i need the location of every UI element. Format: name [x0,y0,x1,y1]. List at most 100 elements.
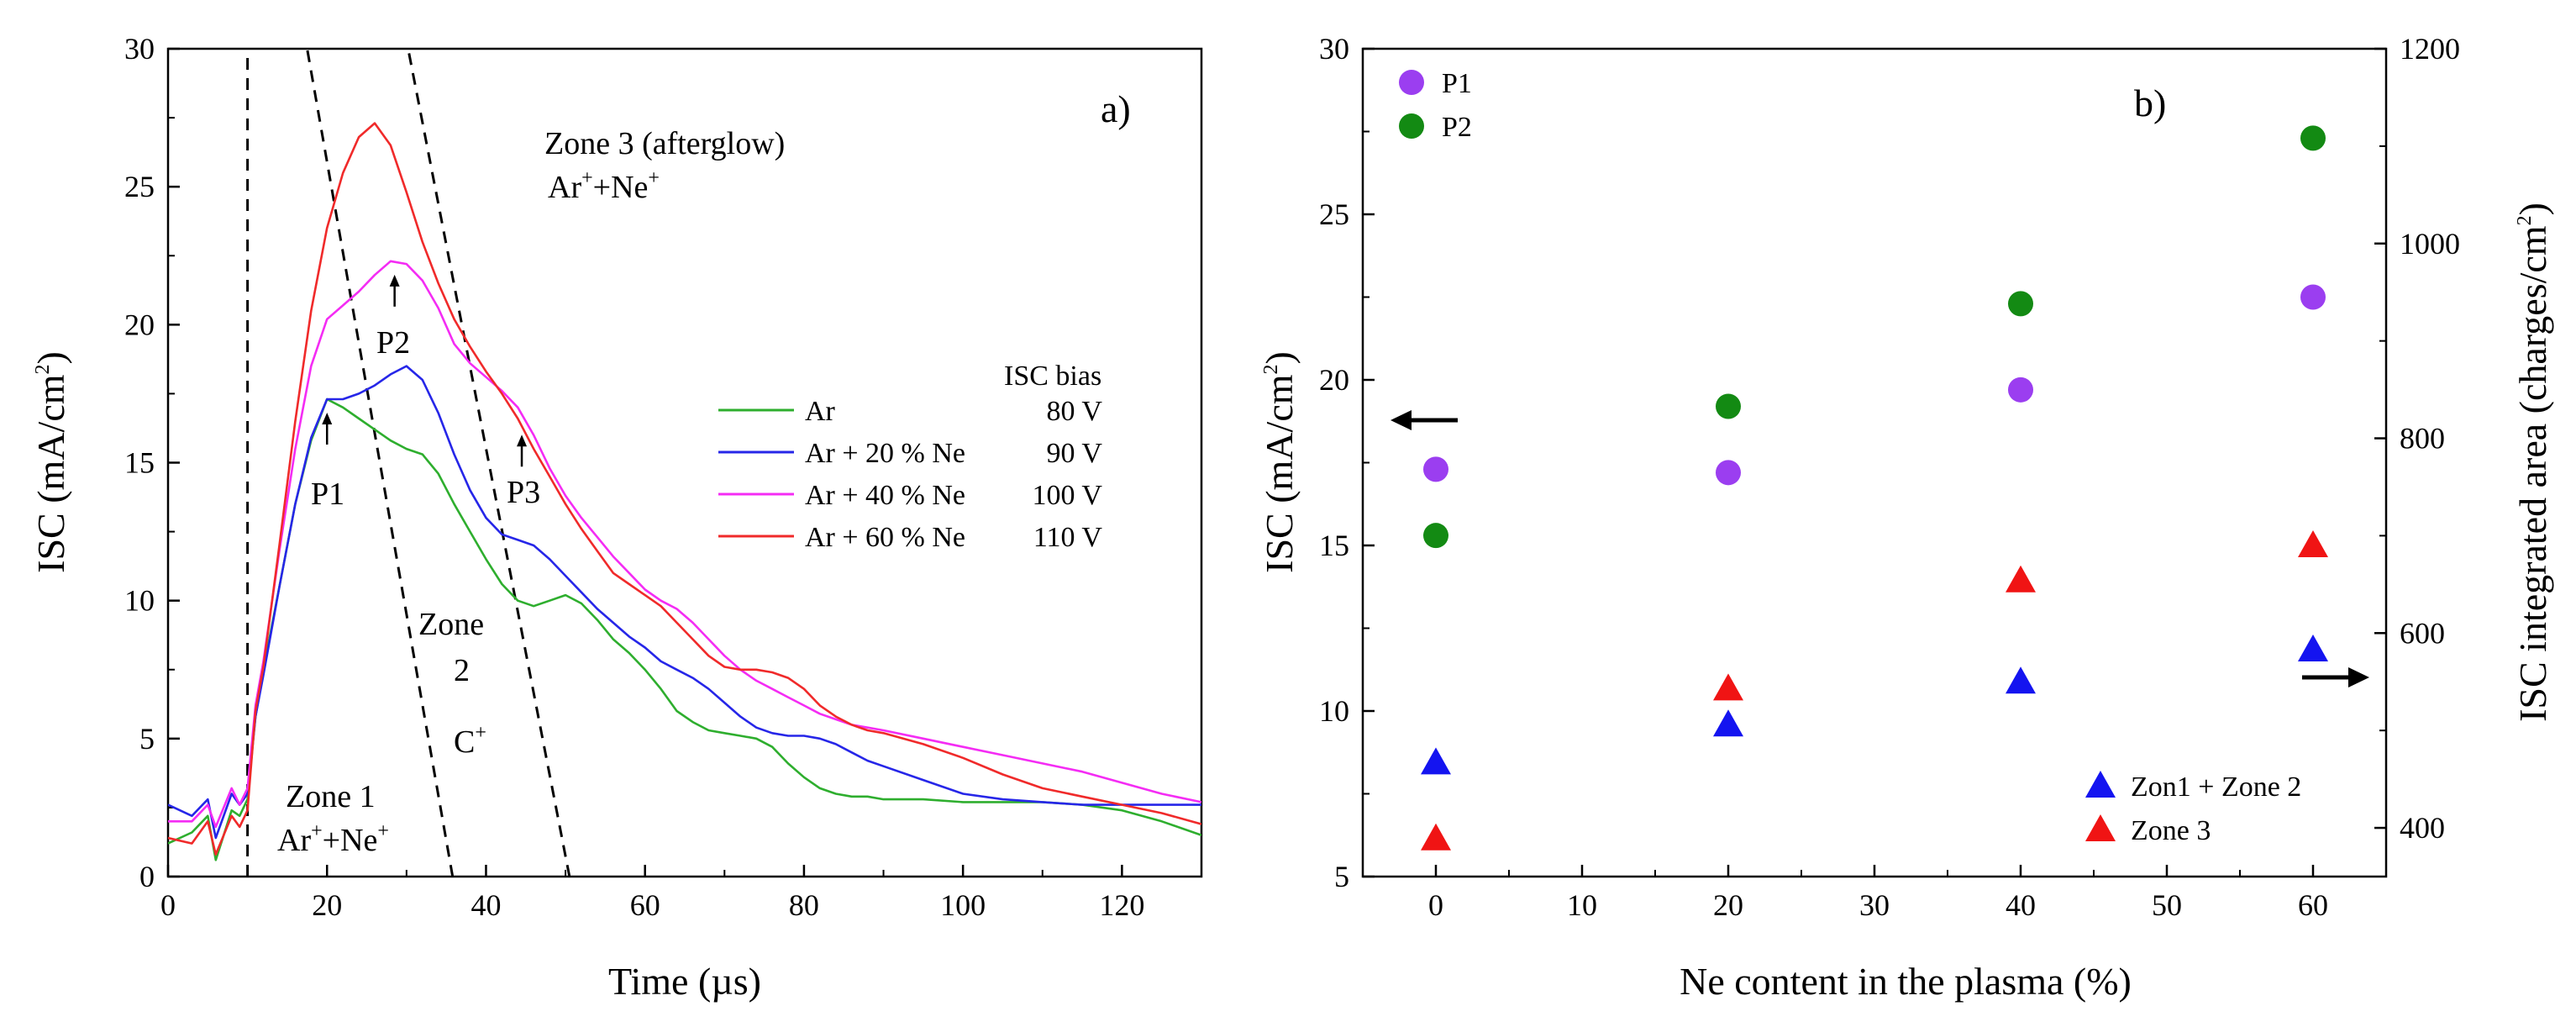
legend-bias-a-4: 110 V [1033,522,1103,553]
legend-marker-b-1 [1399,70,1424,95]
zone3-ne: +Ne [593,170,649,205]
p2-label: P2 [376,325,410,361]
legend-label-b-2: P2 [1442,112,1472,143]
y-left-tick-label-b-1: 10 [1319,694,1349,728]
panel-b-y-right-end: ) [2511,203,2554,215]
p3-label: P3 [507,475,540,510]
legend-marker-b-3 [2085,771,2116,798]
panel-a-y-title-end: ) [29,351,72,364]
panel-b-y-left-sup: 2 [1260,364,1282,374]
panel-b-y-left-end: ) [1258,351,1301,364]
point-b-s4-3 [2298,530,2328,557]
legend-bias-a-2: 90 V [1047,438,1103,469]
point-b-s4-0 [1421,823,1451,851]
panel-a-label: a) [1101,87,1131,130]
zone2-number: 2 [454,653,470,688]
panel-b-y-left-main: ISC (mA/cm [1258,374,1301,573]
peak-arrow-head-1 [322,412,333,424]
y-tick-label-a-3: 15 [124,446,155,480]
x-tick-label-a-5: 100 [940,888,986,922]
panel-a-ticks: 0 20 40 60 80 100 120 0 5 10 15 20 25 30 [124,32,1144,922]
zone1-plus2: + [377,820,389,842]
point-b-s2-0 [1423,523,1448,549]
panel-b-ticks: 0 10 20 30 40 50 60 5 10 15 20 25 30 400 600 800 1000 120… [1319,32,2460,922]
panel-b-legend: P1 P2 Zon1 + Zone 2 Zone 3 [1399,68,2301,846]
panel-b-label: b) [2134,82,2166,124]
y-tick-label-a-6: 30 [124,32,155,66]
peak-arrow-head-2 [389,274,400,287]
y-right-tick-label-b-4: 1200 [2400,32,2460,66]
y-tick-label-a-1: 5 [139,722,155,756]
zone-boundaries [246,49,571,877]
y-right-tick-label-b-3: 1000 [2400,227,2460,261]
zone1-plus1: + [311,820,323,842]
point-b-s2-3 [2300,125,2326,151]
legend-label-a-4: Ar + 60 % Ne [805,522,965,553]
zone2-ion: C+ [454,722,486,760]
peak-arrows [322,274,528,467]
x-tick-label-b-3: 30 [1859,888,1890,922]
point-b-s1-2 [2008,377,2033,403]
p1-label: P1 [311,477,344,512]
x-tick-label-a-3: 60 [630,888,660,922]
point-b-s4-2 [2006,565,2036,592]
panel-a-y-title-sup: 2 [32,364,54,374]
point-b-s1-1 [1716,460,1741,486]
point-b-s3-1 [1713,709,1743,737]
y-tick-label-a-5: 25 [124,170,155,203]
peak-arrow-head-3 [517,434,528,447]
legend-bias-a-1: 80 V [1047,396,1103,427]
legend-label-b-1: P1 [1442,68,1472,99]
panel-a-x-axis-title: Time (µs) [608,960,761,1003]
point-b-s2-1 [1716,393,1741,419]
zone3-ions: Ar++Ne+ [548,167,660,205]
y-left-tick-label-b-3: 20 [1319,363,1349,397]
x-tick-label-a-4: 80 [789,888,819,922]
point-b-s1-0 [1423,456,1448,482]
x-tick-label-a-2: 40 [471,888,501,922]
series-line-a-4 [168,122,1201,856]
y-left-tick-label-b-2: 15 [1319,529,1349,562]
y-right-tick-label-b-1: 600 [2400,616,2445,650]
zone3-plus1: + [581,167,593,189]
x-tick-label-a-6: 120 [1099,888,1144,922]
point-b-s3-0 [1421,747,1451,775]
panel-a-y-title-main: ISC (mA/cm [29,374,72,573]
x-tick-label-b-0: 0 [1428,888,1443,922]
zone3-label: Zone 3 (afterglow) [544,126,785,161]
legend-marker-b-2 [1399,113,1424,139]
panel-b-y-right-main: ISC integrated area (charges/cm [2511,225,2554,722]
y-right-tick-label-b-2: 800 [2400,422,2445,456]
left-axis-arrow [1391,410,1458,430]
point-b-s2-2 [2008,291,2033,317]
y-left-tick-label-b-4: 25 [1319,198,1349,231]
y-tick-label-a-4: 20 [124,308,155,341]
point-b-s3-2 [2006,666,2036,694]
zone-boundary-3 [407,49,571,877]
y-tick-label-a-2: 10 [124,584,155,618]
zone1-label: Zone 1 [286,779,376,814]
x-tick-label-a-0: 0 [160,888,176,922]
panel-b-y-axis-title-left: ISC (mA/cm2) [1258,351,1301,573]
panel-b-plot-frame [1361,47,2388,878]
zone1-ar: Ar [277,823,311,858]
series-line-a-3 [168,260,1201,829]
legend-bias-a-3: 100 V [1033,480,1103,511]
panel-a-chart: 0 20 40 60 80 100 120 0 5 10 15 20 25 30 a) Zone 3 (a… [29,32,1203,1003]
zone1-ne: +Ne [323,823,378,858]
series-line-a-2 [168,365,1201,840]
zone1-ions: Ar++Ne+ [277,820,389,858]
zone3-ar: Ar [548,170,581,205]
panel-b-x-axis-title: Ne content in the plasma (%) [1680,960,2132,1003]
legend-title: ISC bias [1004,361,1101,392]
legend-label-a-2: Ar + 20 % Ne [805,438,965,469]
point-b-s3-3 [2298,634,2328,661]
x-tick-label-a-1: 20 [312,888,342,922]
panel-b-points [1421,125,2328,851]
zone2-plus: + [475,722,486,744]
y-left-tick-label-b-0: 5 [1334,860,1349,893]
legend-marker-b-4 [2085,814,2116,841]
panel-a-y-axis-title: ISC (mA/cm2) [29,351,72,573]
legend-label-b-4: Zone 3 [2131,815,2211,846]
point-b-s4-1 [1713,673,1743,701]
